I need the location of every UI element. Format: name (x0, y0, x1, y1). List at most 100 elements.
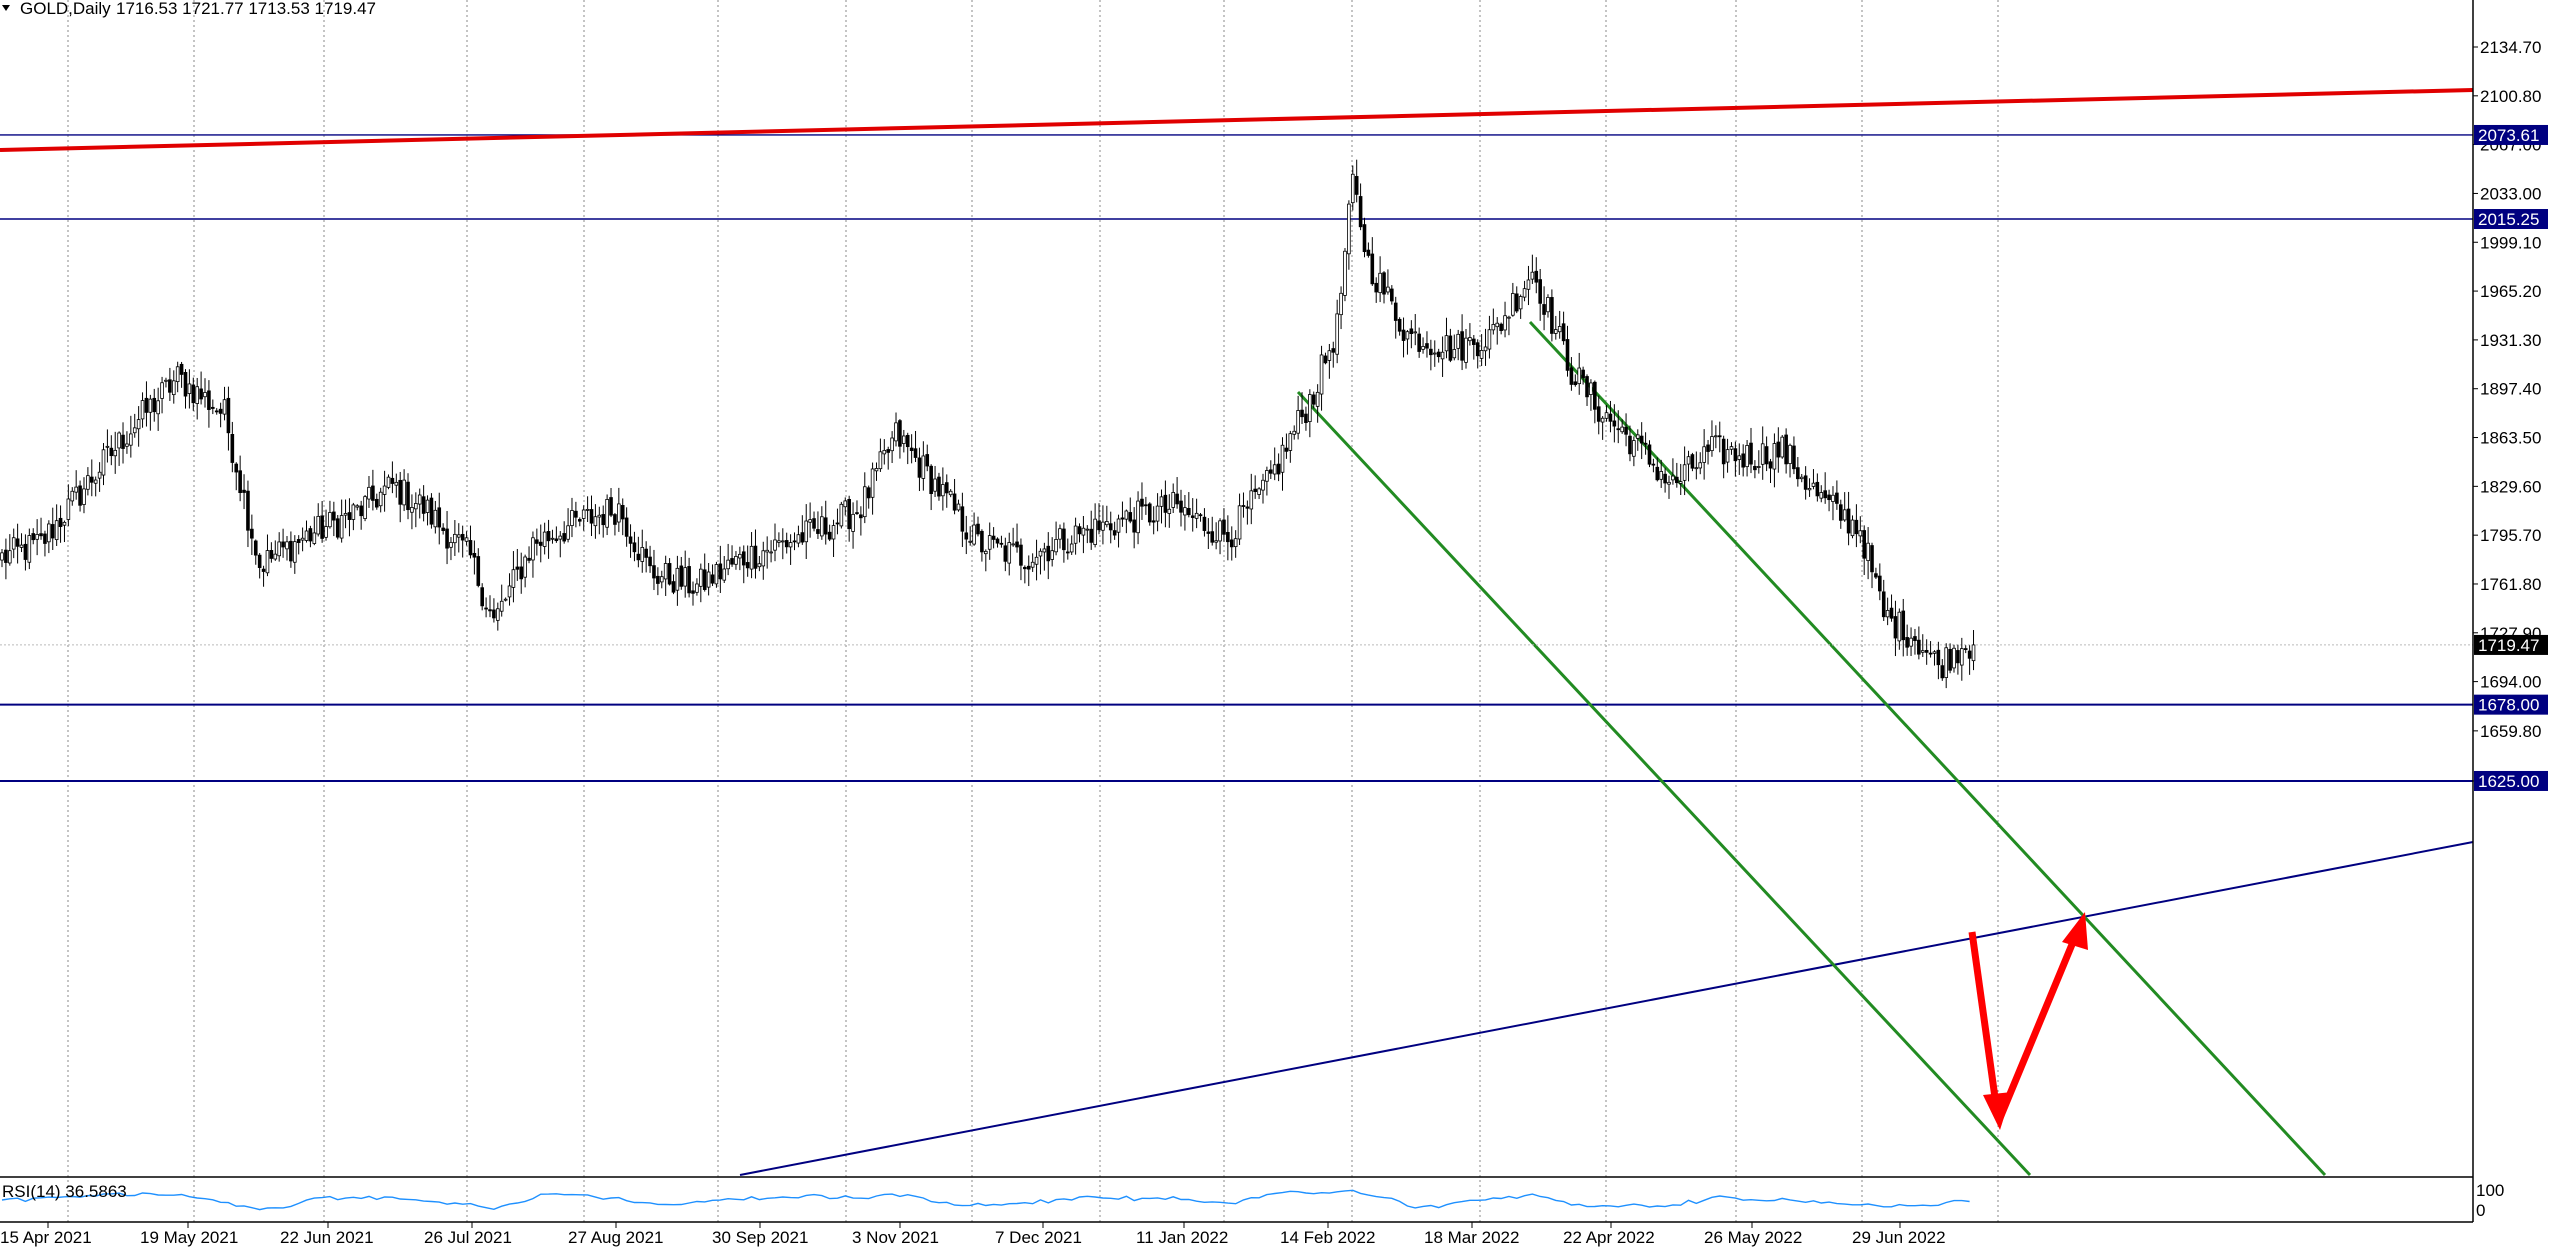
candle (1772, 433, 1777, 488)
candle-body (1136, 500, 1140, 534)
candle (1187, 492, 1191, 518)
candle (1565, 325, 1570, 377)
candle-body (753, 545, 758, 569)
candle-body (796, 534, 801, 544)
candle (117, 431, 121, 466)
candle (882, 439, 887, 465)
candle (50, 507, 55, 551)
candle (827, 524, 832, 542)
candle (1292, 425, 1297, 440)
candle (1776, 427, 1781, 473)
candle (1553, 315, 1558, 340)
candle (468, 525, 473, 559)
candle-body (1108, 523, 1113, 531)
candle-body (1823, 490, 1827, 499)
candle (398, 471, 403, 523)
candle-body (335, 518, 340, 538)
candle-body (874, 468, 879, 472)
candle-body (89, 476, 94, 483)
candle (1315, 384, 1320, 423)
candle (913, 430, 918, 463)
candle (1721, 435, 1726, 479)
candle (1308, 389, 1312, 438)
candle-body (1729, 446, 1734, 450)
candle (1198, 512, 1203, 522)
candle-body (577, 519, 582, 522)
candle (1444, 317, 1449, 359)
candle-body (859, 514, 863, 519)
candle-body (1538, 279, 1542, 304)
candle (1280, 437, 1285, 491)
candle (1081, 515, 1086, 554)
candle-body (316, 515, 321, 535)
candle (1725, 438, 1730, 473)
candle-body (437, 507, 442, 528)
candle (1304, 406, 1308, 431)
candle-body (550, 537, 555, 540)
candle-body (800, 532, 805, 543)
candle-body (1534, 270, 1539, 283)
candle-body (273, 553, 278, 560)
candle-body (1023, 566, 1027, 570)
candle (1202, 508, 1207, 537)
candle (191, 377, 196, 411)
candle (1971, 630, 1976, 671)
candle-body (168, 379, 172, 393)
candle-body (484, 607, 488, 610)
candle-body (1858, 530, 1863, 537)
candle (1534, 257, 1539, 294)
candle (132, 413, 137, 438)
candle-body (129, 433, 133, 446)
red-resistance-trendline (0, 88, 2474, 152)
time-tick-label: 7 Dec 2021 (995, 1228, 1082, 1247)
candle (1300, 392, 1304, 425)
price-tick-label: 1795.70 (2480, 526, 2541, 545)
candle (211, 399, 215, 415)
candle-body (558, 535, 563, 540)
candle (363, 495, 367, 522)
candle (1335, 299, 1339, 364)
candle (390, 461, 395, 494)
candle-body (1253, 488, 1257, 493)
candle (1874, 567, 1878, 579)
candle-body (1046, 545, 1051, 562)
candle-body (1073, 525, 1078, 544)
candle-body (765, 549, 769, 553)
candle-body (1452, 349, 1457, 359)
candle-body (585, 508, 590, 511)
candle (382, 470, 387, 512)
candle (1472, 335, 1476, 360)
candle-body (1557, 326, 1562, 333)
candle (1132, 507, 1136, 549)
candle (1241, 492, 1246, 518)
candle-body (343, 513, 348, 516)
candle (1448, 328, 1453, 363)
candle-body (492, 609, 496, 619)
candle-body (50, 524, 55, 539)
candle (1858, 516, 1863, 544)
candle-body (995, 538, 1000, 544)
candle-body (566, 525, 570, 540)
candle-body (862, 486, 867, 518)
candle (1542, 286, 1546, 331)
candle (1046, 532, 1051, 580)
candle (1284, 433, 1289, 459)
candle (460, 525, 465, 558)
candle (1054, 521, 1058, 556)
candle-body (632, 542, 637, 553)
candle (1675, 462, 1679, 488)
candle-body (1429, 348, 1433, 356)
candle (1190, 498, 1195, 532)
candle (410, 494, 414, 530)
candle-body (1569, 367, 1574, 385)
time-tick-label: 26 May 2022 (1704, 1228, 1802, 1247)
candle (1468, 323, 1472, 346)
candle-body (1819, 492, 1824, 499)
candle (558, 531, 563, 558)
candle (476, 548, 481, 588)
symbol-menu-triangle-icon[interactable] (2, 5, 10, 11)
candle-body (1920, 650, 1925, 653)
candle-body (367, 486, 371, 500)
candle (667, 558, 672, 586)
